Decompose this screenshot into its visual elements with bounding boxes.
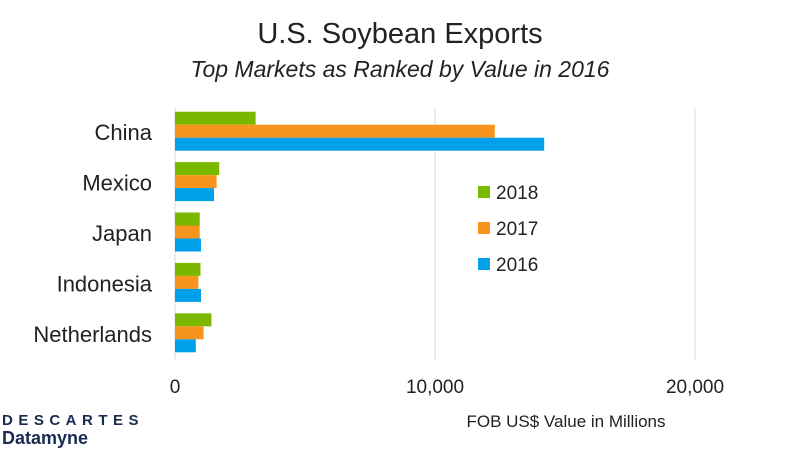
logo-bottom-text: Datamyne <box>2 428 89 448</box>
bar-2016-mexico <box>175 188 214 202</box>
bar-2018-japan <box>175 212 200 226</box>
x-axis-label: FOB US$ Value in Millions <box>466 412 665 431</box>
legend-swatch-2017 <box>478 222 490 234</box>
bar-2017-netherlands <box>175 326 204 340</box>
category-label: China <box>95 120 153 145</box>
bar-2017-indonesia <box>175 275 199 289</box>
legend-swatch-2018 <box>478 186 490 198</box>
bar-2018-indonesia <box>175 262 201 276</box>
x-tick-label: 0 <box>170 377 181 398</box>
legend-swatch-2016 <box>478 258 490 270</box>
bar-2018-netherlands <box>175 313 212 327</box>
x-tick-label: 10,000 <box>406 377 464 398</box>
bar-2017-mexico <box>175 175 217 189</box>
category-label: Netherlands <box>33 322 152 347</box>
chart-title: U.S. Soybean Exports <box>257 18 543 50</box>
legend-label: 2018 <box>496 183 538 204</box>
legend-label: 2016 <box>496 255 538 276</box>
bar-2016-netherlands <box>175 339 196 353</box>
bar-2017-china <box>175 124 495 138</box>
category-label: Japan <box>92 221 152 246</box>
logo-top-text: DESCARTES <box>2 412 145 429</box>
legend-label: 2017 <box>496 219 538 240</box>
category-label: Indonesia <box>57 271 153 296</box>
chart-subtitle: Top Markets as Ranked by Value in 2016 <box>190 56 610 82</box>
category-label: Mexico <box>82 171 152 196</box>
bar-2017-japan <box>175 225 200 239</box>
bar-2018-china <box>175 111 256 125</box>
bar-2016-china <box>175 137 545 151</box>
bar-2016-japan <box>175 238 201 252</box>
bar-2016-indonesia <box>175 288 201 302</box>
x-tick-label: 20,000 <box>666 377 724 398</box>
descartes-datamyne-logo: DESCARTES Datamyne <box>2 412 144 449</box>
bar-2018-mexico <box>175 162 220 176</box>
